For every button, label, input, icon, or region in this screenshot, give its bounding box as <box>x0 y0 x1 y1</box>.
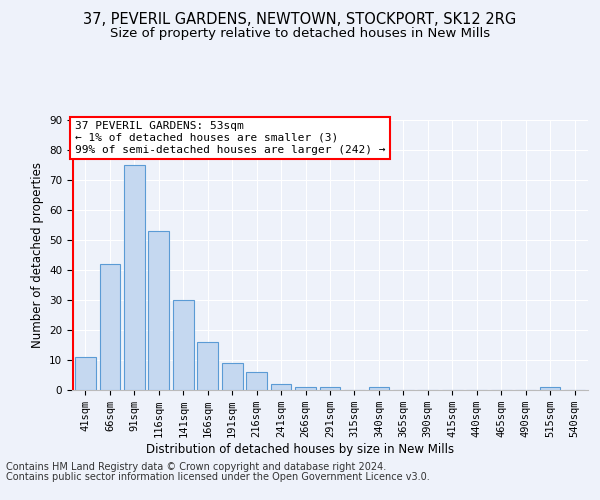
Bar <box>100 264 120 390</box>
Bar <box>173 300 194 390</box>
Text: Contains public sector information licensed under the Open Government Licence v3: Contains public sector information licen… <box>6 472 430 482</box>
Text: Contains HM Land Registry data © Crown copyright and database right 2024.: Contains HM Land Registry data © Crown c… <box>6 462 386 472</box>
Bar <box>295 387 316 390</box>
Bar <box>148 231 169 390</box>
Bar <box>222 363 242 390</box>
Text: 37, PEVERIL GARDENS, NEWTOWN, STOCKPORT, SK12 2RG: 37, PEVERIL GARDENS, NEWTOWN, STOCKPORT,… <box>83 12 517 28</box>
Bar <box>75 357 96 390</box>
Bar <box>197 342 218 390</box>
Text: Size of property relative to detached houses in New Mills: Size of property relative to detached ho… <box>110 28 490 40</box>
Y-axis label: Number of detached properties: Number of detached properties <box>31 162 44 348</box>
Bar <box>320 387 340 390</box>
Text: Distribution of detached houses by size in New Mills: Distribution of detached houses by size … <box>146 442 454 456</box>
Bar <box>271 384 292 390</box>
Bar <box>368 387 389 390</box>
Bar <box>246 372 267 390</box>
Text: 37 PEVERIL GARDENS: 53sqm
← 1% of detached houses are smaller (3)
99% of semi-de: 37 PEVERIL GARDENS: 53sqm ← 1% of detach… <box>74 122 385 154</box>
Bar <box>540 387 560 390</box>
Bar <box>124 165 145 390</box>
